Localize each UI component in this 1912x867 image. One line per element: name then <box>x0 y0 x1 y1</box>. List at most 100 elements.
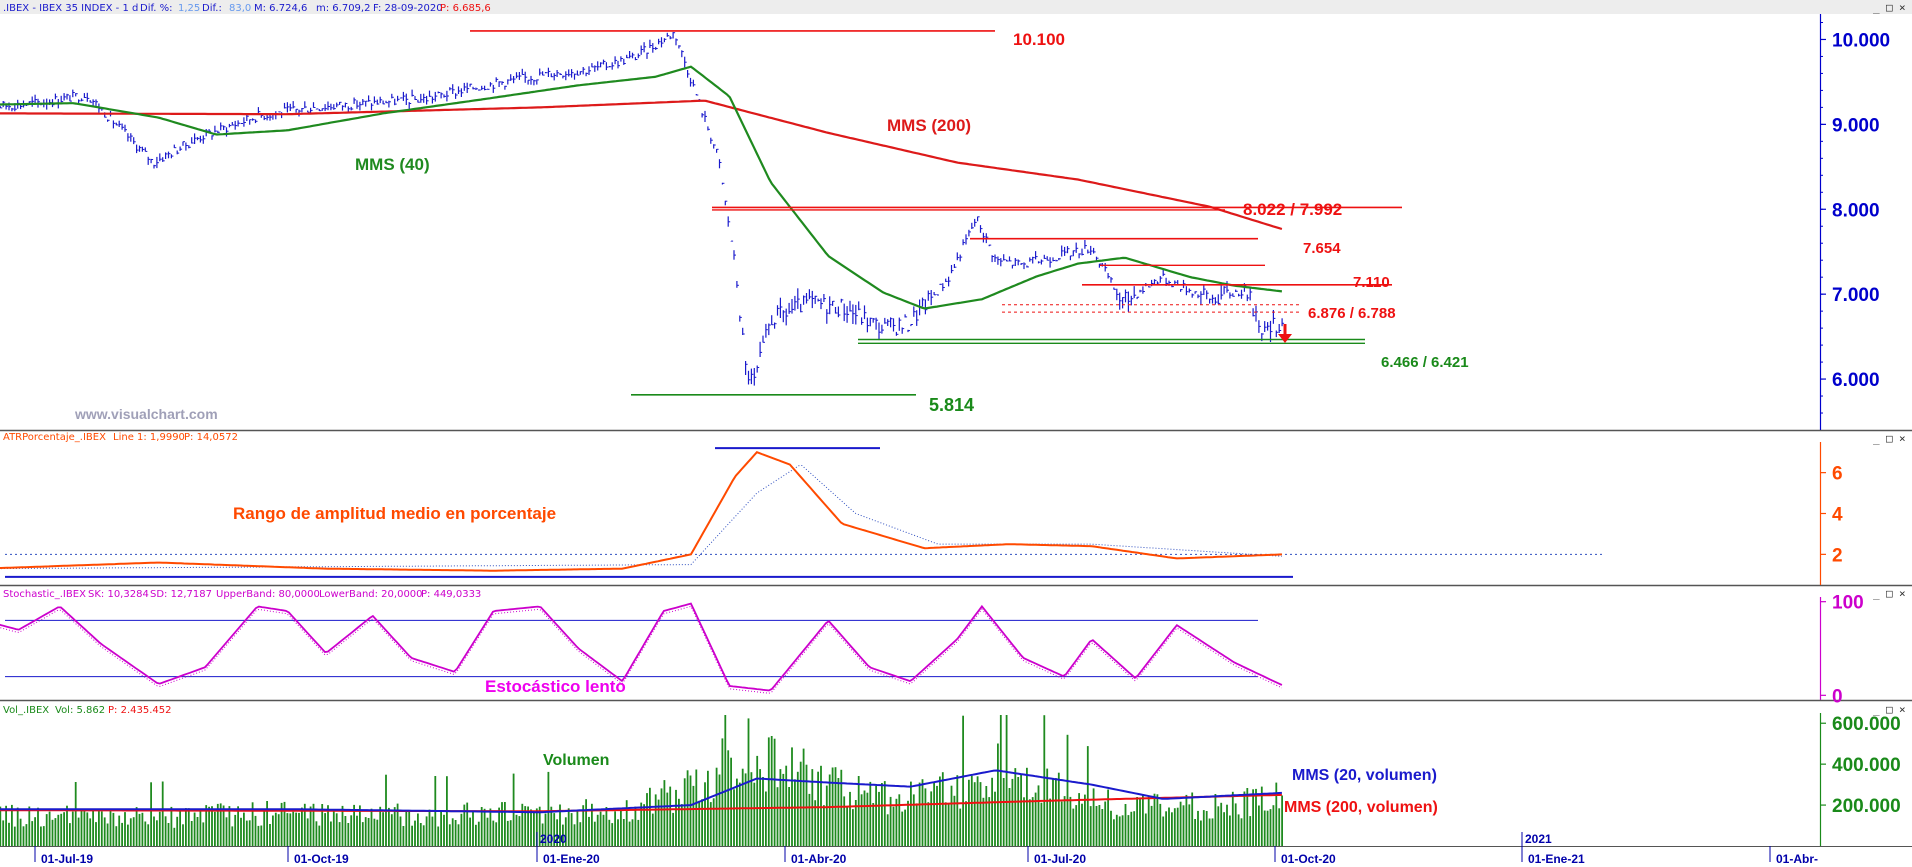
volume-bar <box>1063 796 1066 846</box>
volume-bar <box>63 812 65 846</box>
volume-bar <box>872 803 875 846</box>
volume-bar <box>379 806 382 846</box>
volume-bar <box>1098 805 1101 846</box>
volume-bar <box>881 783 883 846</box>
volume-bar <box>733 789 735 846</box>
volume-bar <box>1008 788 1011 846</box>
volume-bar <box>799 761 802 846</box>
maximize-button[interactable]: □ <box>1886 587 1893 600</box>
volume-bar <box>303 803 306 846</box>
price-window-buttons[interactable]: _ □ × <box>1873 1 1906 14</box>
volume-bar <box>1092 788 1095 846</box>
volume-bar <box>683 778 686 846</box>
volume-bar <box>1220 802 1223 846</box>
volume-bar <box>153 816 155 846</box>
close-button[interactable]: × <box>1899 587 1906 600</box>
volume-bar <box>866 792 869 846</box>
volume-bar <box>767 737 770 846</box>
volume-bar <box>512 773 515 846</box>
volume-bar <box>309 806 312 846</box>
atr-window-buttons[interactable]: _ □ × <box>1873 432 1906 445</box>
panel-separators[interactable] <box>0 429 1912 847</box>
minimize-button[interactable]: _ <box>1873 1 1880 14</box>
volume-bar <box>489 808 492 846</box>
volume-bar <box>98 811 100 846</box>
volume-bar <box>620 810 622 846</box>
volume-bar <box>944 802 947 846</box>
volume-bar <box>1130 811 1133 846</box>
volume-bar <box>283 801 286 846</box>
volume-bar <box>730 757 732 846</box>
volume-caption: Volumen <box>543 752 609 769</box>
close-button[interactable]: × <box>1899 703 1906 716</box>
level-label: 8.022 / 7.992 <box>1243 200 1342 219</box>
minimize-button[interactable]: _ <box>1873 432 1880 445</box>
volume-bar <box>466 802 469 846</box>
close-button[interactable]: × <box>1899 1 1906 14</box>
volume-window-buttons[interactable]: _ □ × <box>1873 703 1906 716</box>
volume-bar <box>588 816 590 846</box>
volume-bar <box>1269 809 1272 846</box>
volume-bar <box>608 819 611 846</box>
maximize-button[interactable]: □ <box>1886 1 1893 14</box>
volume-bar <box>553 813 556 846</box>
volume-bar <box>808 793 811 846</box>
volume-bar <box>1258 805 1260 846</box>
volume-bar <box>1069 796 1072 846</box>
volume-bar <box>431 816 434 846</box>
volume-bar <box>788 787 790 846</box>
minimize-button[interactable]: _ <box>1873 587 1880 600</box>
volume-bar <box>646 793 648 846</box>
volume-bar <box>968 779 970 846</box>
minimize-button[interactable]: _ <box>1873 703 1880 716</box>
volume-bar <box>318 825 321 846</box>
date-tick-label: 01-Jul-19 <box>41 852 93 866</box>
maximize-button[interactable]: □ <box>1886 432 1893 445</box>
volume-bar <box>266 801 268 846</box>
volume-bar <box>214 811 216 846</box>
volume-bar <box>506 820 509 846</box>
volume-bar <box>243 812 245 846</box>
atr-signal-line <box>0 464 1282 570</box>
volume-bar <box>1162 816 1165 846</box>
volume-bar <box>605 807 608 846</box>
volume-bar <box>614 811 616 846</box>
volume-bar <box>933 782 935 846</box>
close-button[interactable]: × <box>1899 432 1906 445</box>
volume-bar <box>895 798 898 846</box>
atr-header-name: ATRPorcentaje_.IBEX <box>3 432 106 443</box>
volume-bar <box>77 817 80 846</box>
stoch-header-lower: LowerBand: 20,0000 <box>319 589 423 600</box>
volume-bar <box>231 826 234 846</box>
volume-bar <box>234 814 237 846</box>
volume-bar <box>1266 810 1269 846</box>
volume-bar <box>602 814 605 846</box>
volume-bar <box>736 778 738 846</box>
volume-bar <box>1188 804 1191 846</box>
volume-bar <box>1202 810 1205 846</box>
volume-bar <box>257 825 260 846</box>
volume-bar <box>533 811 535 846</box>
volume-bar <box>48 811 51 846</box>
volume-bar <box>170 806 173 846</box>
volume-bar <box>1194 819 1196 846</box>
volume-bar <box>37 807 39 846</box>
volume-bar <box>263 808 266 846</box>
volume-bar <box>16 807 19 846</box>
volume-bar <box>382 812 384 846</box>
volume-bar <box>306 818 309 846</box>
volume-bar <box>622 819 625 846</box>
stoch-window-buttons[interactable]: _ □ × <box>1873 587 1906 600</box>
level-label: 7.110 <box>1353 274 1390 291</box>
volume-bar <box>695 769 698 846</box>
volume-bar <box>901 811 904 846</box>
volume-bar <box>1156 794 1159 846</box>
volume-bar <box>562 824 564 846</box>
volume-bar <box>1252 789 1254 846</box>
volume-bar <box>1171 812 1173 846</box>
price-header-difpct: 1,25 <box>178 3 200 14</box>
volume-header: Vol_.IBEX Vol: 5.862 P: 2.435.452 <box>3 705 171 716</box>
volume-bar <box>245 820 248 846</box>
maximize-button[interactable]: □ <box>1886 703 1893 716</box>
